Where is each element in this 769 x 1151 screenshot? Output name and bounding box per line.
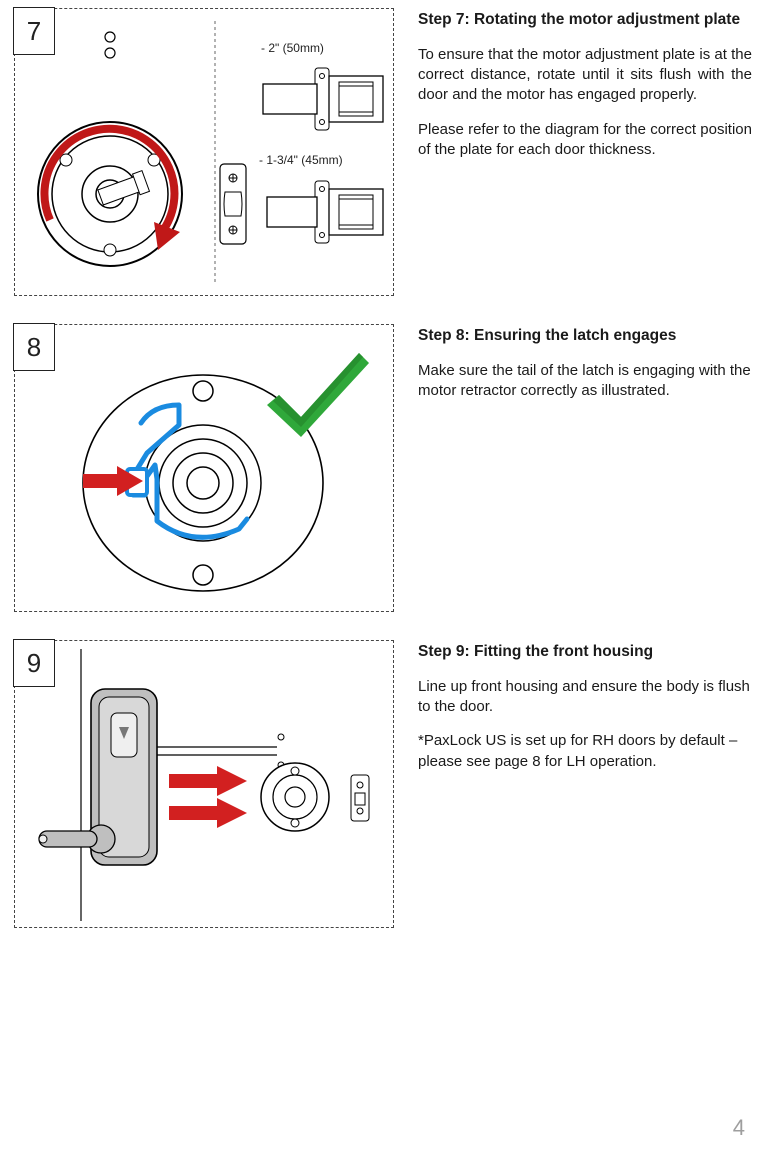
step-9-text: Step 9: Fitting the front housing Line u… [418, 640, 758, 786]
dimension-label-50mm: - 2" (50mm) [261, 41, 324, 55]
step-9-badge: 9 [13, 639, 55, 687]
step-7-text: Step 7: Rotating the motor adjustment pl… [418, 8, 758, 174]
step-8-title: Step 8: Ensuring the latch engages [418, 326, 752, 347]
step-7-badge: 7 [13, 7, 55, 55]
dimension-label-45mm: - 1-3/4" (45mm) [259, 153, 343, 167]
step-8-row: 8 [0, 316, 769, 632]
step-8-body-1: Make sure the tail of the latch is engag… [418, 361, 752, 402]
step-9-body-2: *PaxLock US is set up for RH doors by de… [418, 731, 752, 772]
step-7-body-1: To ensure that the motor adjustment plat… [418, 45, 752, 106]
step-9-body-1: Line up front housing and ensure the bod… [418, 677, 752, 718]
step-8-text: Step 8: Ensuring the latch engages Make … [418, 324, 758, 415]
step-9-diagram: 9 [14, 640, 394, 928]
step-7-title: Step 7: Rotating the motor adjustment pl… [418, 10, 752, 31]
step-9-title: Step 9: Fitting the front housing [418, 642, 752, 663]
step-7-row: 7 - 2" (50mm) - 1-3/4" (45mm) [0, 0, 769, 316]
step-9-svg [15, 641, 395, 929]
step-9-row: 9 [0, 632, 769, 948]
page-number: 4 [733, 1115, 745, 1141]
step-8-badge: 8 [13, 323, 55, 371]
step-7-body-2: Please refer to the diagram for the corr… [418, 120, 752, 161]
step-7-diagram: 7 - 2" (50mm) - 1-3/4" (45mm) [14, 8, 394, 296]
step-8-diagram: 8 [14, 324, 394, 612]
step-8-svg [15, 325, 395, 613]
